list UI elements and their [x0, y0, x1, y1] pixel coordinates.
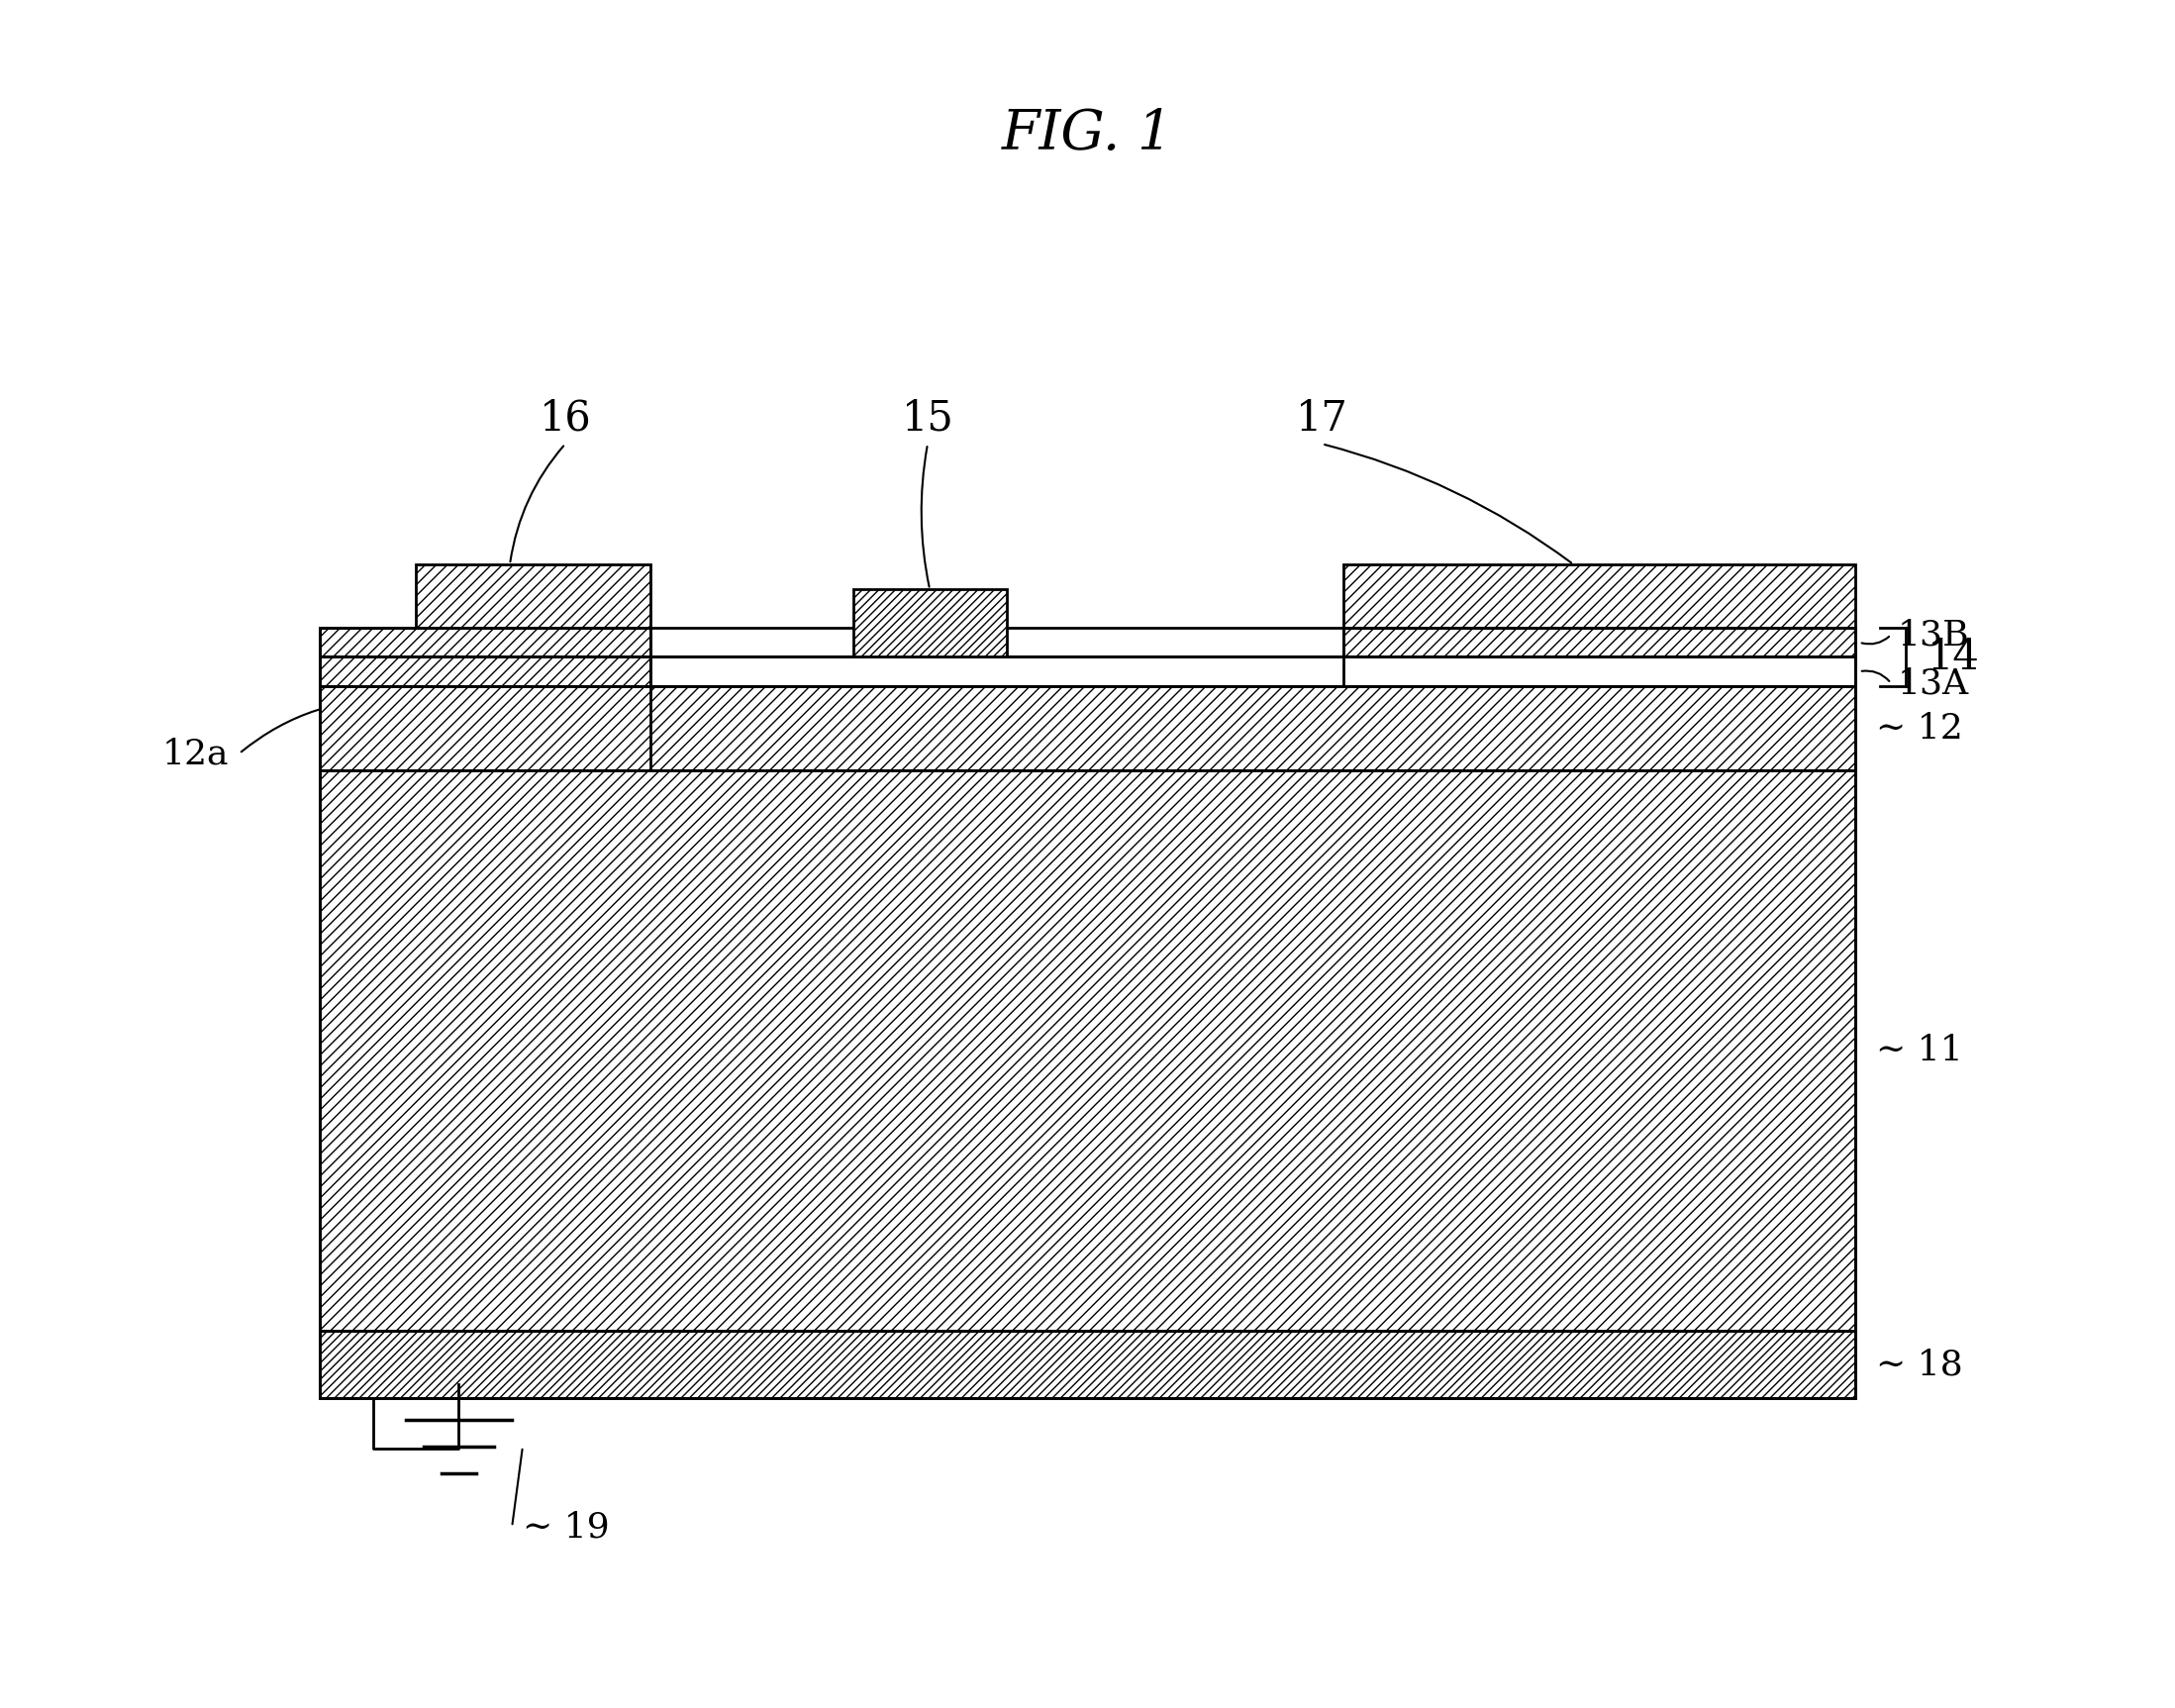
Text: ∼ 12: ∼ 12	[1877, 712, 1964, 745]
Text: ∼ 11: ∼ 11	[1877, 1033, 1964, 1068]
Bar	[320, 656, 1855, 687]
Text: 12a: 12a	[161, 736, 228, 770]
Text: 13A: 13A	[1897, 666, 1968, 700]
Bar	[320, 687, 1855, 770]
Text: 13B: 13B	[1897, 618, 1971, 651]
Bar	[650, 627, 1344, 656]
Bar	[320, 629, 650, 770]
Text: 14: 14	[1927, 637, 1979, 678]
Text: ∼ 18: ∼ 18	[1877, 1348, 1964, 1382]
Text: 17: 17	[1296, 398, 1349, 439]
Bar	[320, 629, 1855, 656]
Text: ∼ 19: ∼ 19	[522, 1510, 609, 1544]
Bar	[853, 589, 1007, 656]
Text: 15: 15	[900, 398, 955, 439]
Bar	[320, 1331, 1855, 1397]
Text: FIG. 1: FIG. 1	[1003, 108, 1172, 161]
Text: 16: 16	[539, 398, 592, 439]
Bar	[415, 564, 650, 629]
Bar	[1344, 629, 1855, 656]
Bar	[320, 770, 1855, 1331]
Bar	[1344, 564, 1855, 629]
